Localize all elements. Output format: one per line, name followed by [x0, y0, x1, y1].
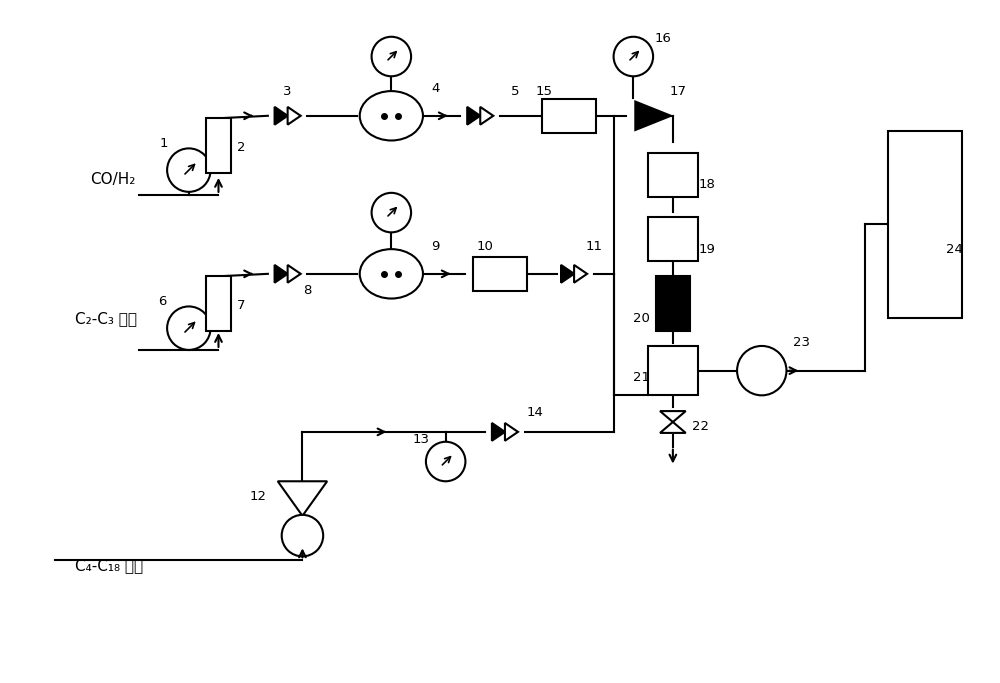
Text: 4: 4	[432, 82, 440, 95]
Polygon shape	[635, 102, 671, 130]
Bar	[206, 277, 231, 331]
Text: 6: 6	[158, 295, 166, 308]
Text: 8: 8	[303, 284, 312, 297]
Bar	[656, 277, 690, 331]
Text: 13: 13	[412, 433, 429, 446]
Circle shape	[372, 37, 411, 76]
Polygon shape	[505, 423, 518, 441]
Text: 17: 17	[669, 85, 686, 98]
Text: C₂-C₃ 烯烃: C₂-C₃ 烯烃	[75, 311, 137, 326]
Circle shape	[372, 193, 411, 232]
Polygon shape	[278, 482, 327, 516]
Bar	[648, 217, 698, 262]
Circle shape	[282, 515, 323, 557]
Bar	[206, 118, 231, 173]
Polygon shape	[288, 265, 301, 283]
Text: 23: 23	[793, 337, 810, 350]
Polygon shape	[275, 265, 288, 283]
Text: 16: 16	[655, 32, 671, 45]
Polygon shape	[467, 107, 480, 125]
Circle shape	[167, 307, 211, 350]
Bar	[473, 257, 527, 291]
Polygon shape	[275, 107, 288, 125]
Circle shape	[614, 37, 653, 76]
Text: 22: 22	[692, 421, 709, 434]
Text: 20: 20	[633, 311, 650, 325]
Ellipse shape	[360, 249, 423, 298]
Text: 11: 11	[585, 240, 602, 253]
Bar	[542, 98, 596, 133]
Circle shape	[167, 148, 211, 192]
Polygon shape	[660, 411, 686, 422]
Text: 2: 2	[237, 141, 245, 154]
Text: 12: 12	[249, 490, 266, 503]
Bar	[648, 153, 698, 197]
Polygon shape	[660, 422, 686, 433]
Circle shape	[737, 346, 786, 395]
Circle shape	[426, 442, 465, 482]
Polygon shape	[561, 265, 574, 283]
Text: 14: 14	[526, 406, 543, 419]
Text: 3: 3	[283, 85, 292, 98]
Text: 7: 7	[237, 299, 245, 312]
Text: 5: 5	[511, 85, 519, 98]
Text: 21: 21	[633, 371, 650, 384]
Text: 1: 1	[160, 137, 168, 150]
Bar	[648, 346, 698, 395]
Text: 15: 15	[536, 85, 553, 98]
Polygon shape	[574, 265, 587, 283]
Text: 18: 18	[699, 178, 716, 191]
Ellipse shape	[360, 91, 423, 141]
Text: C₄-C₁₈ 烯烃: C₄-C₁₈ 烯烃	[75, 558, 143, 573]
Bar	[888, 130, 962, 318]
Text: 10: 10	[477, 240, 494, 253]
Text: 24: 24	[946, 242, 963, 255]
Polygon shape	[492, 423, 505, 441]
Text: CO/H₂: CO/H₂	[90, 173, 135, 188]
Text: 9: 9	[432, 240, 440, 253]
Polygon shape	[288, 107, 301, 125]
Polygon shape	[480, 107, 493, 125]
Text: 19: 19	[699, 242, 716, 255]
